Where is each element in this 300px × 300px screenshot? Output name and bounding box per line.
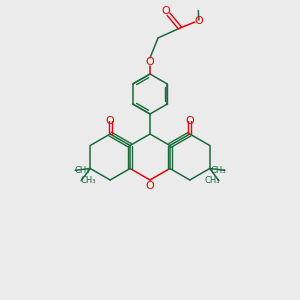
Text: O: O	[161, 6, 170, 16]
Text: CH₃: CH₃	[204, 176, 220, 185]
Text: O: O	[185, 116, 194, 126]
Text: CH₃: CH₃	[74, 166, 90, 175]
Text: O: O	[146, 181, 154, 191]
Text: O: O	[146, 57, 154, 67]
Text: O: O	[194, 16, 203, 26]
Text: CH₃: CH₃	[80, 176, 96, 185]
Text: O: O	[106, 116, 115, 126]
Text: CH₃: CH₃	[210, 166, 226, 175]
